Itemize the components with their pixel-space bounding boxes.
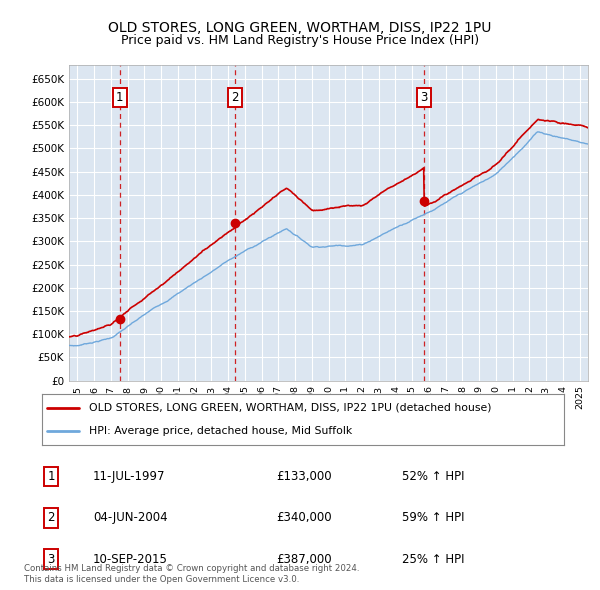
Text: 10-SEP-2015: 10-SEP-2015	[93, 552, 168, 566]
Text: £133,000: £133,000	[276, 470, 332, 483]
Text: OLD STORES, LONG GREEN, WORTHAM, DISS, IP22 1PU: OLD STORES, LONG GREEN, WORTHAM, DISS, I…	[109, 21, 491, 35]
Text: £387,000: £387,000	[276, 552, 332, 566]
Text: £340,000: £340,000	[276, 511, 332, 525]
Text: OLD STORES, LONG GREEN, WORTHAM, DISS, IP22 1PU (detached house): OLD STORES, LONG GREEN, WORTHAM, DISS, I…	[89, 402, 491, 412]
Text: 11-JUL-1997: 11-JUL-1997	[93, 470, 166, 483]
Text: 3: 3	[420, 91, 427, 104]
Text: This data is licensed under the Open Government Licence v3.0.: This data is licensed under the Open Gov…	[24, 575, 299, 584]
Text: 2: 2	[232, 91, 239, 104]
Text: 3: 3	[47, 552, 55, 566]
Text: Contains HM Land Registry data © Crown copyright and database right 2024.: Contains HM Land Registry data © Crown c…	[24, 565, 359, 573]
Text: HPI: Average price, detached house, Mid Suffolk: HPI: Average price, detached house, Mid …	[89, 427, 352, 437]
Text: Price paid vs. HM Land Registry's House Price Index (HPI): Price paid vs. HM Land Registry's House …	[121, 34, 479, 47]
Text: 1: 1	[116, 91, 124, 104]
Text: 1: 1	[47, 470, 55, 483]
Text: 59% ↑ HPI: 59% ↑ HPI	[402, 511, 464, 525]
Text: 2: 2	[47, 511, 55, 525]
Text: 52% ↑ HPI: 52% ↑ HPI	[402, 470, 464, 483]
Text: 25% ↑ HPI: 25% ↑ HPI	[402, 552, 464, 566]
Text: 04-JUN-2004: 04-JUN-2004	[93, 511, 167, 525]
